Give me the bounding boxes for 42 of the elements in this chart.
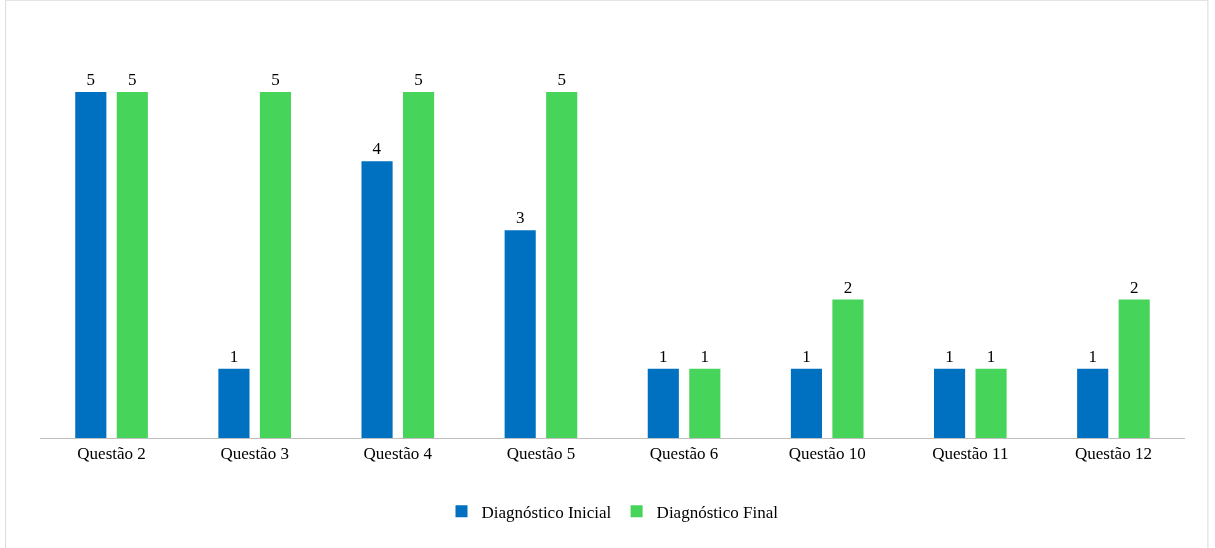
bar <box>218 368 250 438</box>
data-label: 2 <box>1129 277 1139 297</box>
x-tick-label: Questão 6 <box>649 444 719 464</box>
data-label: 1 <box>229 346 239 366</box>
bar <box>361 161 393 438</box>
x-tick-label: Questão 3 <box>220 444 289 464</box>
x-tick-label: Questão 11 <box>932 444 1009 464</box>
data-label: 3 <box>515 208 525 228</box>
x-tick-label: Questão 12 <box>1074 444 1152 464</box>
bar <box>116 91 148 438</box>
data-label: 1 <box>986 346 996 366</box>
bar <box>832 299 864 438</box>
bar <box>75 91 107 438</box>
data-label: 5 <box>414 69 423 89</box>
data-label: 5 <box>128 69 137 89</box>
data-label: 5 <box>557 69 566 89</box>
data-label: 5 <box>86 69 96 89</box>
bar <box>933 368 966 438</box>
legend-label: Diagnóstico Inicial <box>481 502 612 522</box>
bar <box>1077 368 1109 438</box>
bar <box>647 368 679 438</box>
bar <box>504 230 536 438</box>
data-label: 1 <box>659 346 668 366</box>
bar <box>259 91 292 438</box>
data-label: 1 <box>945 346 954 366</box>
bar <box>790 368 822 438</box>
bar <box>689 368 721 438</box>
data-label: 4 <box>372 139 382 159</box>
bar <box>1118 299 1150 438</box>
x-tick-label: Questão 10 <box>788 444 866 464</box>
x-tick-label: Questão 5 <box>506 444 576 464</box>
bar <box>546 91 578 438</box>
data-label: 5 <box>271 69 280 89</box>
data-label: 1 <box>802 346 811 366</box>
bar <box>975 368 1007 438</box>
legend-label: Diagnóstico Final <box>656 502 779 522</box>
data-label: 1 <box>1088 346 1097 366</box>
x-tick-label: Questão 2 <box>77 444 146 464</box>
data-label: 2 <box>843 277 853 297</box>
data-label: 1 <box>700 346 710 366</box>
x-tick-label: Questão 4 <box>363 444 433 464</box>
bar <box>403 91 435 438</box>
